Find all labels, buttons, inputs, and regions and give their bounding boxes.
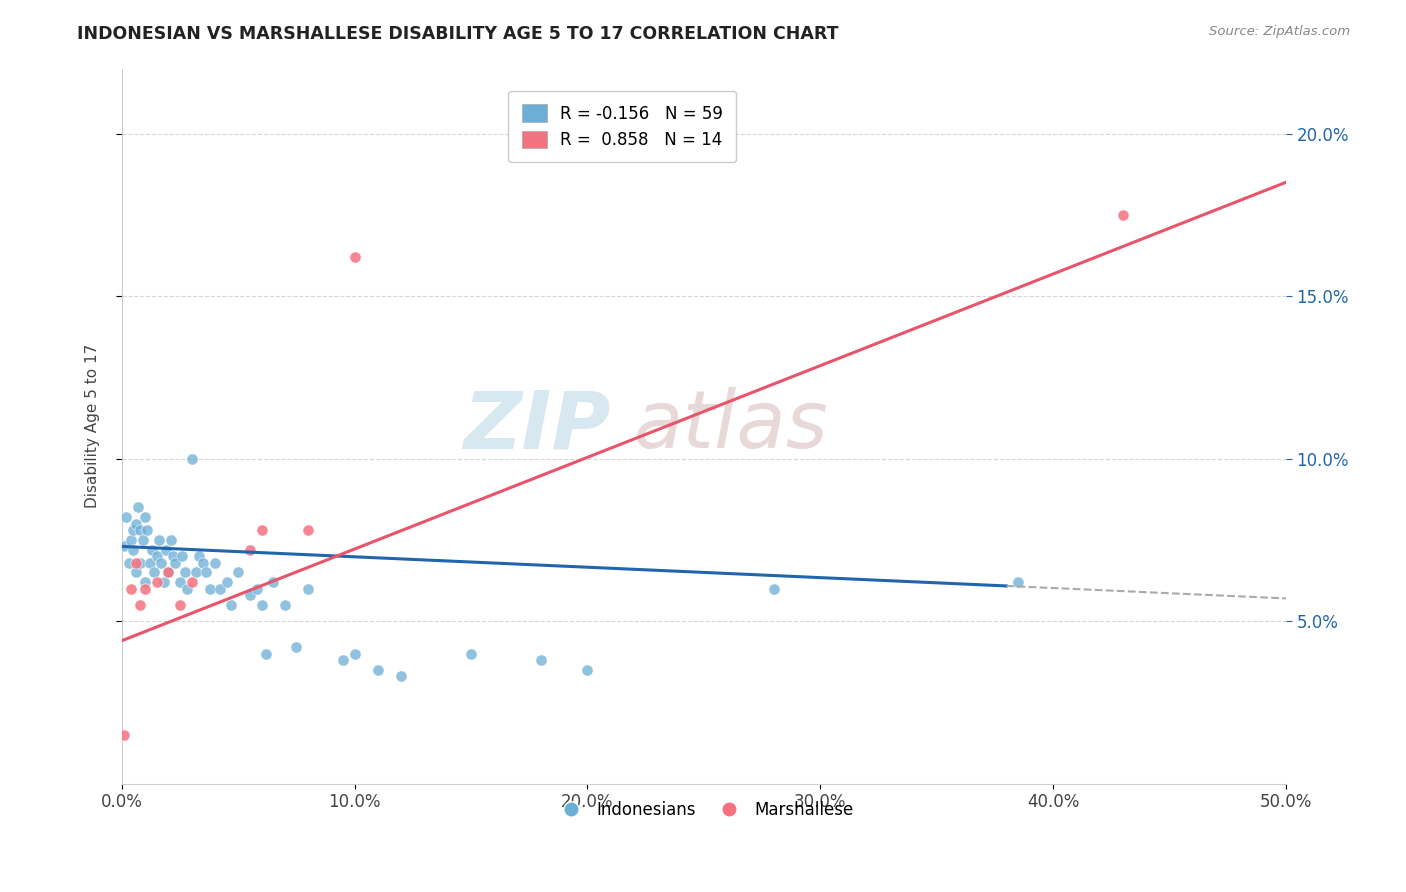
Point	[193, 556, 215, 570]
Point	[239, 542, 262, 557]
Point	[118, 556, 141, 570]
Point	[134, 575, 156, 590]
Point	[169, 598, 191, 612]
Point	[145, 549, 167, 564]
Point	[120, 533, 142, 547]
Point	[1007, 575, 1029, 590]
Point	[200, 582, 222, 596]
Point	[125, 516, 148, 531]
Point	[120, 582, 142, 596]
Point	[134, 582, 156, 596]
Point	[194, 566, 217, 580]
Point	[250, 523, 273, 537]
Y-axis label: Disability Age 5 to 17: Disability Age 5 to 17	[86, 344, 100, 508]
Point	[343, 647, 366, 661]
Point	[219, 598, 242, 612]
Point	[180, 451, 202, 466]
Point	[208, 582, 231, 596]
Point	[297, 582, 319, 596]
Point	[460, 647, 482, 661]
Point	[367, 663, 389, 677]
Point	[343, 250, 366, 264]
Point	[159, 533, 181, 547]
Point	[250, 598, 273, 612]
Point	[157, 566, 180, 580]
Point	[530, 653, 553, 667]
Point	[226, 566, 249, 580]
Point	[155, 542, 177, 557]
Point	[136, 523, 159, 537]
Point	[115, 510, 138, 524]
Point	[576, 663, 599, 677]
Point	[262, 575, 284, 590]
Point	[148, 533, 170, 547]
Point	[246, 582, 269, 596]
Point	[762, 582, 785, 596]
Point	[141, 542, 163, 557]
Point	[125, 556, 148, 570]
Point	[129, 556, 152, 570]
Point	[389, 669, 412, 683]
Point	[172, 549, 194, 564]
Legend: Indonesians, Marshallese: Indonesians, Marshallese	[548, 794, 860, 825]
Point	[112, 728, 135, 742]
Text: Source: ZipAtlas.com: Source: ZipAtlas.com	[1209, 25, 1350, 38]
Point	[187, 549, 209, 564]
Point	[173, 566, 195, 580]
Point	[204, 556, 226, 570]
Point	[129, 598, 152, 612]
Point	[134, 510, 156, 524]
Point	[122, 523, 145, 537]
Point	[162, 549, 184, 564]
Point	[127, 500, 149, 515]
Point	[132, 533, 155, 547]
Point	[1112, 208, 1135, 222]
Text: INDONESIAN VS MARSHALLESE DISABILITY AGE 5 TO 17 CORRELATION CHART: INDONESIAN VS MARSHALLESE DISABILITY AGE…	[77, 25, 839, 43]
Text: ZIP: ZIP	[464, 387, 610, 465]
Point	[239, 588, 262, 602]
Point	[112, 540, 135, 554]
Point	[176, 582, 198, 596]
Point	[125, 566, 148, 580]
Point	[165, 556, 187, 570]
Point	[332, 653, 354, 667]
Point	[122, 542, 145, 557]
Point	[297, 523, 319, 537]
Point	[139, 556, 162, 570]
Point	[150, 556, 173, 570]
Point	[254, 647, 277, 661]
Point	[169, 575, 191, 590]
Point	[285, 640, 308, 655]
Point	[145, 575, 167, 590]
Point	[129, 523, 152, 537]
Point	[143, 566, 166, 580]
Point	[274, 598, 297, 612]
Point	[152, 575, 174, 590]
Point	[215, 575, 238, 590]
Point	[186, 566, 208, 580]
Point	[180, 575, 202, 590]
Point	[157, 566, 180, 580]
Text: atlas: atlas	[634, 387, 828, 465]
